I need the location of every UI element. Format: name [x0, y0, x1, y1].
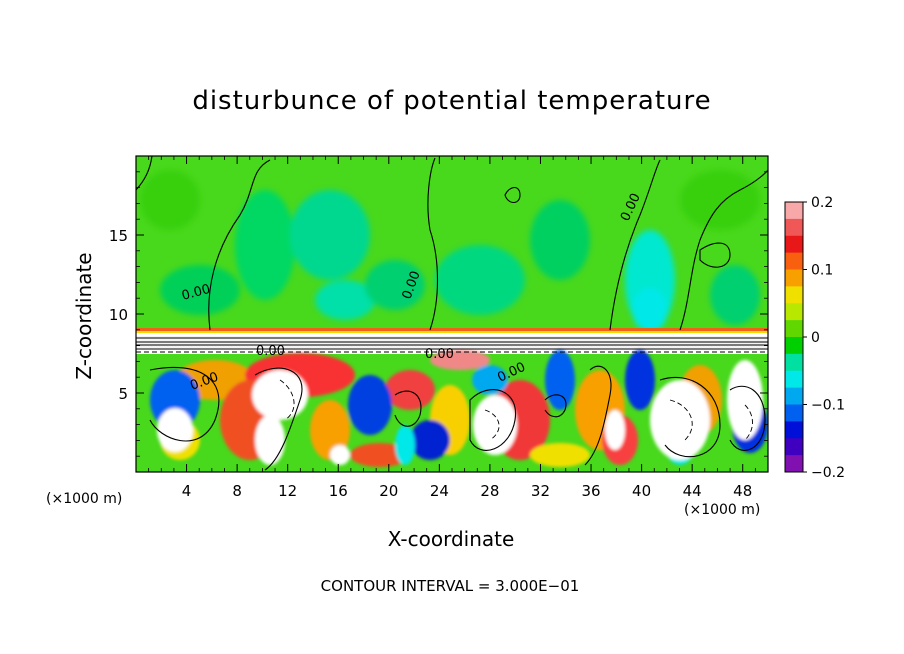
colorbar-swatch — [785, 387, 803, 405]
x-tick-label: 24 — [430, 482, 449, 500]
x-axis: 4 8 12 16 20 24 28 32 36 40 44 48 — [148, 156, 756, 500]
colorbar-tick-label: 0.2 — [811, 195, 833, 211]
colorbar-swatch — [785, 286, 803, 304]
contour-lines — [136, 156, 768, 471]
y-tick-label: 15 — [109, 227, 128, 245]
x-tick-label: 20 — [379, 482, 398, 500]
x-tick-label: 4 — [182, 482, 192, 500]
x-tick-label: 28 — [480, 482, 499, 500]
colorbar-swatch — [785, 370, 803, 389]
colorbar-swatch — [785, 303, 803, 321]
colorbar-swatch — [785, 455, 803, 473]
colorbar-swatch — [785, 218, 803, 237]
heatmap-field — [136, 156, 768, 472]
x-tick-label: 12 — [278, 482, 297, 500]
colorbar-swatch — [785, 337, 803, 355]
colorbar-swatch — [785, 438, 803, 456]
x-tick-label: 16 — [329, 482, 348, 500]
colorbar: 0.2 0.1 0 −0.1 −0.2 — [784, 195, 845, 481]
contour-label: 0.00 — [180, 282, 212, 304]
contour-label: 0.00 — [425, 347, 454, 362]
colorbar-tick-label: 0.1 — [811, 263, 833, 279]
x-unit-label-right: (×1000 m) — [684, 502, 761, 518]
contour-interval-note: CONTOUR INTERVAL = 3.000E−01 — [320, 577, 580, 595]
colorbar-swatch — [785, 235, 803, 254]
x-tick-label: 48 — [733, 482, 752, 500]
x-tick-label: 44 — [683, 482, 702, 500]
colorbar-tick-label: −0.2 — [811, 465, 845, 481]
chart-title: disturbunce of potential temperature — [192, 86, 712, 116]
x-tick-label: 40 — [632, 482, 651, 500]
x-axis-label: X-coordinate — [387, 527, 515, 551]
x-tick-label: 36 — [581, 482, 600, 500]
colorbar-swatch — [785, 269, 803, 287]
colorbar-swatch — [785, 320, 803, 338]
contour-lines-dashed — [136, 351, 768, 441]
y-tick-label: 10 — [109, 306, 128, 324]
colorbar-tick-label: 0 — [811, 330, 820, 346]
y-axis: 5 10 15 — [109, 171, 768, 457]
colorbar-swatch — [785, 202, 803, 220]
contour-label: 0.00 — [256, 344, 285, 359]
colorbar-swatch — [785, 421, 803, 439]
colorbar-swatch — [785, 252, 803, 270]
colorbar-swatch — [785, 353, 803, 372]
colorbar-swatch — [785, 404, 803, 422]
x-tick-label: 32 — [531, 482, 550, 500]
y-tick-label: 5 — [118, 385, 128, 403]
y-axis-label: Z-coordinate — [72, 252, 96, 380]
colorbar-tick-label: −0.1 — [811, 398, 845, 414]
x-unit-label-left: (×1000 m) — [46, 491, 123, 507]
x-tick-label: 8 — [232, 482, 242, 500]
